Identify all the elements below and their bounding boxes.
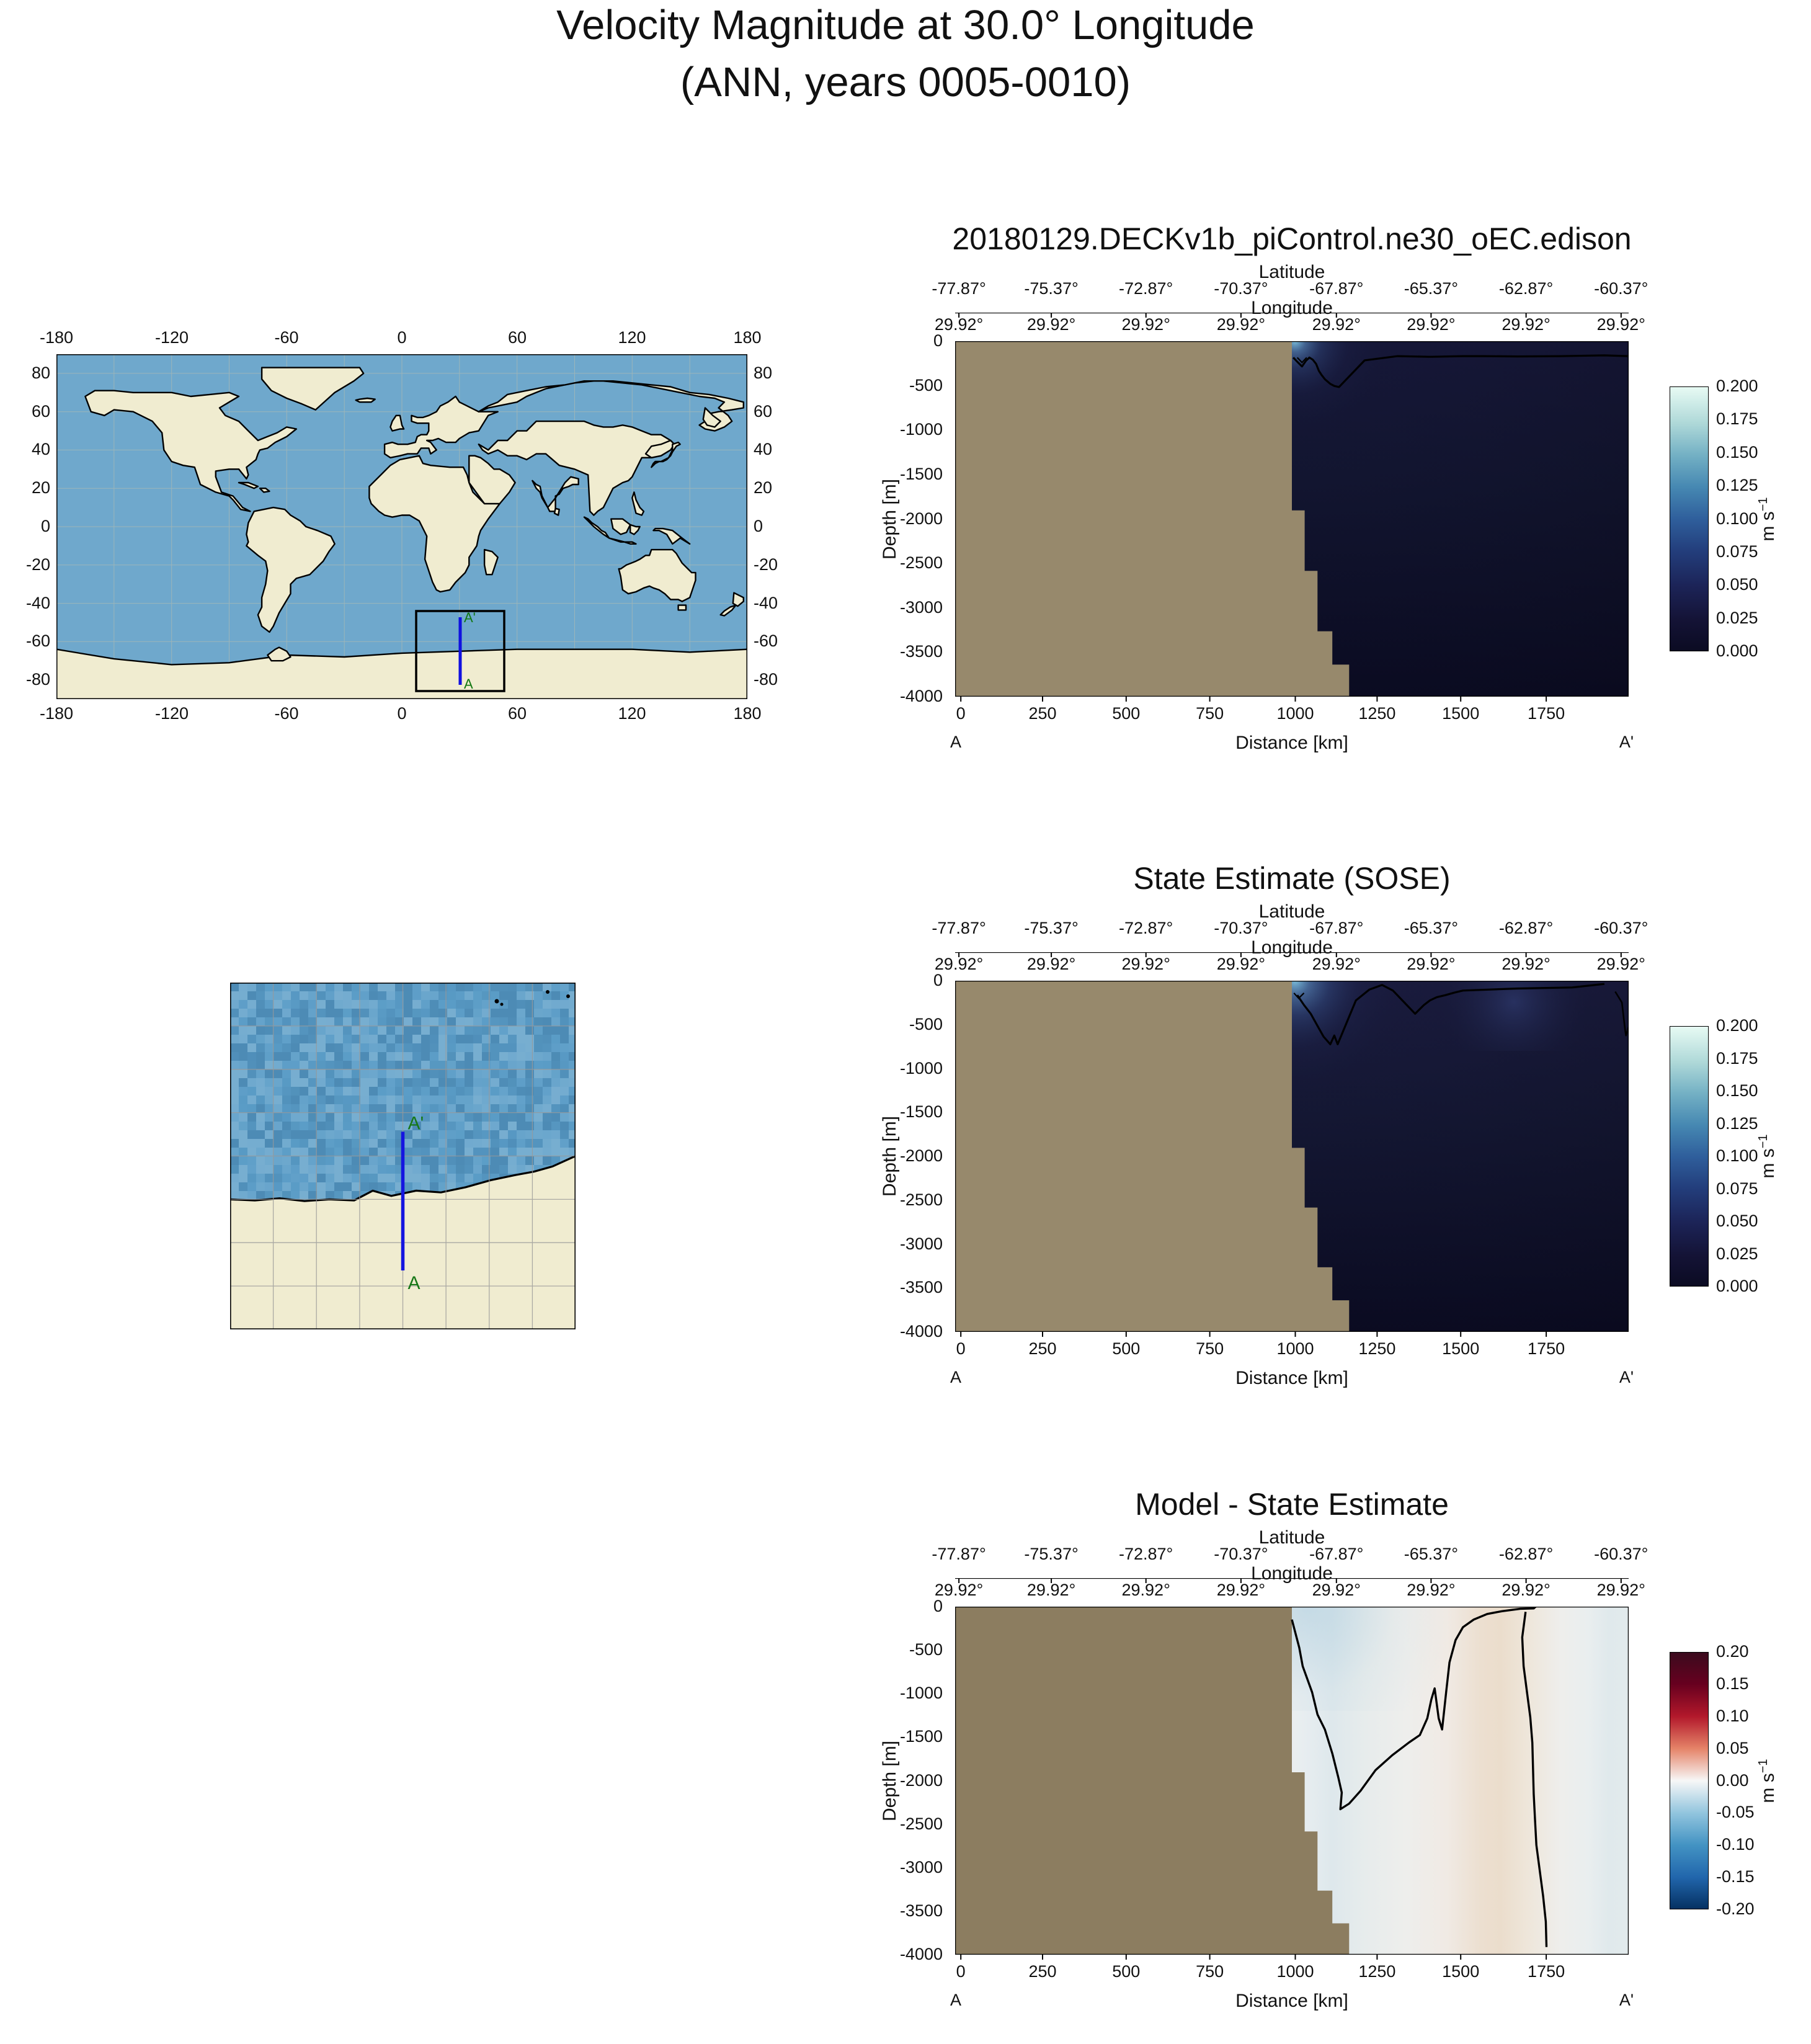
- svg-text:A: A: [464, 676, 473, 692]
- svg-text:A': A': [408, 1113, 424, 1133]
- svg-text:A': A': [464, 610, 476, 625]
- svg-text:A: A: [408, 1273, 420, 1293]
